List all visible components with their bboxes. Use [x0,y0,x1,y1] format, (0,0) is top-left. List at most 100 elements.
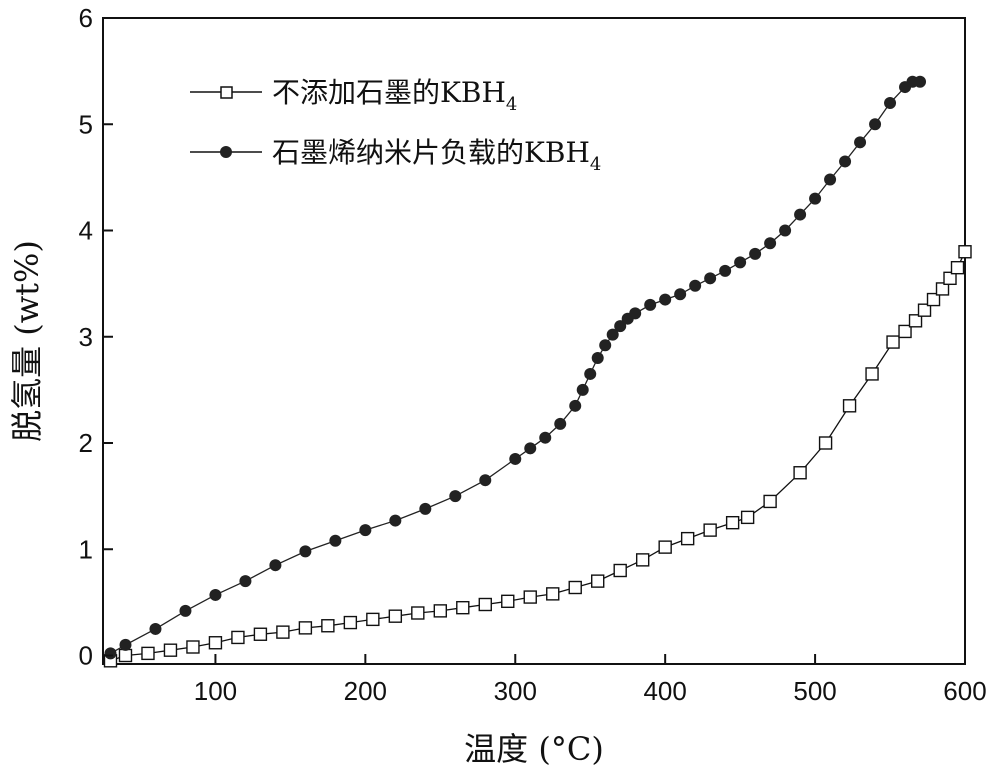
y-tick-label: 6 [79,3,93,33]
legend-marker-series-1 [220,146,232,158]
data-point-series-0 [298,621,313,635]
data-point-series-0 [501,594,515,609]
legend: 不添加石墨的KBH4 石墨烯纳米片负载的KBH4 [190,76,601,175]
legend-label-sub-series-1: 4 [590,154,601,175]
data-point-series-1 [689,279,702,292]
data-point-series-1 [854,136,867,149]
data-point-series-1 [914,75,927,88]
x-axis-title: 温度 (°C) [464,730,604,768]
data-point-series-0 [433,604,448,618]
data-point-series-0 [898,324,912,339]
y-tick-label: 4 [79,216,93,246]
data-point-series-1 [104,647,117,660]
data-point-series-1 [554,417,567,430]
data-point-series-1 [591,352,604,364]
y-tick-label: 1 [79,534,93,564]
data-point-series-1 [569,399,582,412]
data-point-series-0 [546,587,560,601]
data-point-series-1 [794,208,807,221]
data-point-series-0 [725,515,740,530]
data-point-series-1 [779,224,792,237]
data-point-series-0 [568,580,582,595]
x-tick-label: 600 [943,676,986,706]
data-point-series-1 [179,604,192,617]
data-point-series-0 [703,523,717,537]
data-point-series-1 [764,237,777,250]
y-tick-label: 5 [79,109,93,139]
data-point-series-0 [793,466,807,480]
data-point-series-0 [740,510,755,525]
data-point-series-0 [658,540,672,554]
data-point-series-0 [950,260,965,275]
data-point-series-1 [119,638,132,651]
data-point-series-0 [865,367,879,381]
data-point-series-1 [606,328,619,341]
data-point-series-0 [253,627,268,641]
data-point-series-1 [269,559,282,572]
data-point-series-0 [118,648,133,663]
data-point-series-0 [763,494,777,509]
x-tick-label: 400 [643,676,686,706]
data-point-series-1 [659,293,672,306]
data-point-series-0 [478,597,492,612]
data-point-series-1 [449,490,462,503]
x-tick-label: 200 [344,676,387,706]
data-point-series-1 [389,514,402,527]
data-point-series-1 [524,442,537,455]
data-point-series-1 [824,173,837,186]
data-point-series-1 [629,307,642,320]
data-point-series-1 [419,502,432,515]
x-tick-label: 300 [494,676,537,706]
data-point-series-0 [321,619,335,633]
data-point-series-1 [869,118,882,131]
data-point-series-0 [366,612,380,627]
data-point-series-0 [886,335,900,349]
data-point-series-0 [818,436,833,450]
data-point-series-1 [674,288,687,301]
data-point-series-1 [719,264,732,277]
data-point-series-1 [509,452,522,465]
data-point-series-0 [635,553,650,567]
data-point-series-0 [186,640,200,654]
data-point-series-0 [842,399,857,413]
data-point-series-1 [809,192,822,205]
data-point-series-1 [539,431,552,444]
x-tick-label: 100 [194,676,237,706]
data-point-series-0 [943,271,957,286]
data-point-series-0 [276,625,290,639]
data-point-series-1 [149,622,162,635]
data-point-series-1 [734,256,747,269]
series-layer [103,75,972,668]
data-point-series-0 [926,292,941,307]
data-point-series-0 [908,314,923,328]
data-point-series-0 [388,609,403,623]
x-tick-label: 500 [793,676,836,706]
data-point-series-1 [614,320,627,333]
y-axis-ticks: 0 1 2 3 4 5 6 [79,3,113,671]
data-point-series-0 [613,563,627,578]
legend-label-sub-series-0: 4 [506,94,517,115]
data-point-series-1 [599,339,612,352]
data-point-series-1 [209,588,222,601]
plot-frame [102,17,966,665]
data-point-series-0 [411,606,425,620]
data-point-series-1 [749,247,762,260]
data-point-series-1 [884,97,897,109]
data-point-series-0 [523,590,537,604]
data-point-series-1 [359,524,372,537]
data-point-series-0 [680,531,695,546]
x-axis-ticks: 100 200 300 400 500 600 [194,654,987,706]
y-axis-title: 脱氢量 (wt%) [8,240,46,442]
legend-item-series-1: 石墨烯纳米片负载的KBH4 [190,136,601,175]
legend-label-series-0: 不添加石墨的KBH [272,76,506,109]
data-point-series-1 [479,474,492,487]
y-tick-label: 3 [79,322,93,352]
data-point-series-1 [704,272,717,285]
data-point-series-1 [239,575,252,588]
data-point-series-0 [343,615,358,630]
data-point-series-0 [141,646,155,661]
data-point-series-0 [958,245,972,259]
legend-item-series-0: 不添加石墨的KBH4 [190,76,517,115]
data-point-series-0 [591,574,605,588]
